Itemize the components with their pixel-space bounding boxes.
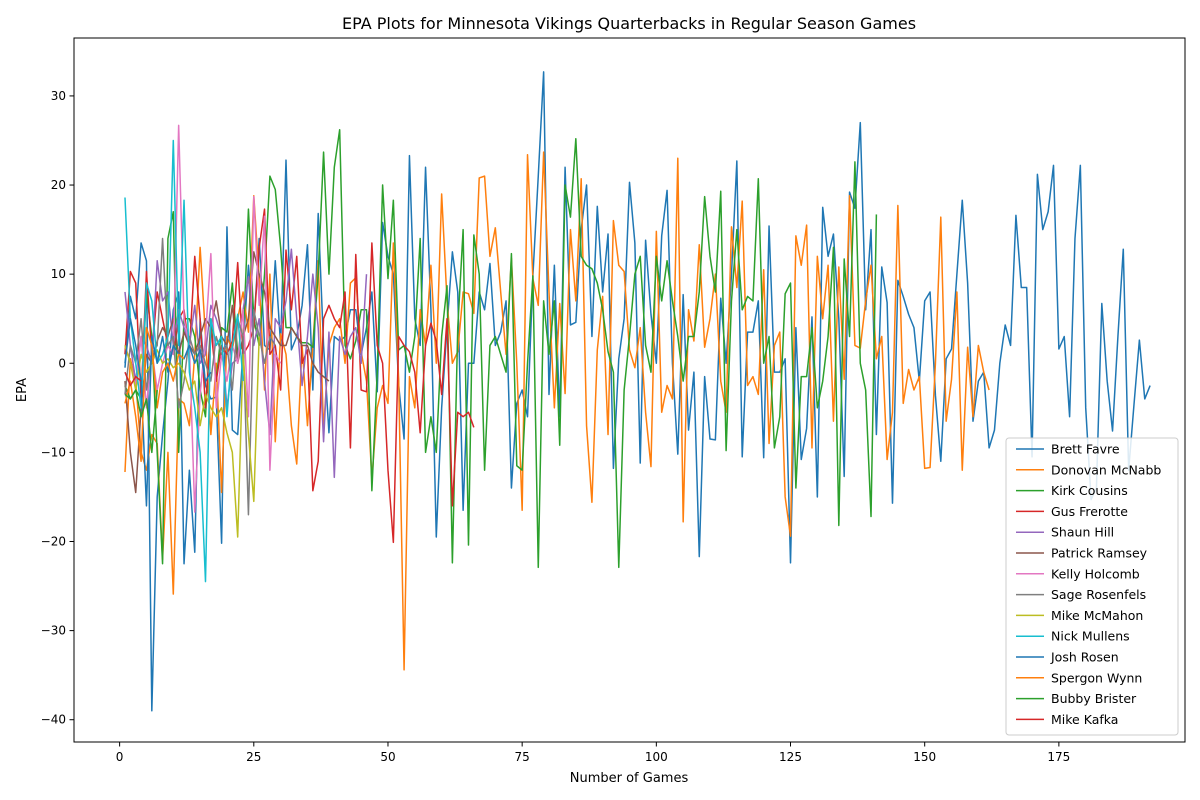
legend-label: Patrick Ramsey — [1051, 546, 1148, 561]
legend-label: Donovan McNabb — [1051, 462, 1161, 477]
y-tick-label: −20 — [41, 534, 66, 548]
legend-label: Gus Frerotte — [1051, 504, 1128, 519]
legend-box — [1005, 437, 1179, 736]
legend-label: Kirk Cousins — [1051, 483, 1128, 498]
legend-label: Shaun Hill — [1051, 525, 1114, 540]
x-tick-label: 0 — [116, 750, 124, 764]
legend-label: Spergon Wynn — [1051, 670, 1142, 685]
y-axis-ticks: −40 −30 −20 −10 0 10 20 30 — [41, 89, 74, 727]
plot-frame — [73, 37, 1186, 743]
y-tick-label: 30 — [51, 89, 66, 103]
x-tick-label: 125 — [779, 750, 802, 764]
x-tick-label: 150 — [913, 750, 936, 764]
legend-label: Bubby Brister — [1051, 691, 1137, 706]
chart-title: EPA Plots for Minnesota Vikings Quarterb… — [342, 14, 916, 33]
legend-label: Josh Rosen — [1050, 650, 1119, 665]
legend-label: Sage Rosenfels — [1051, 587, 1146, 602]
x-axis-label: Number of Games — [570, 771, 689, 786]
legend-label: Nick Mullens — [1051, 629, 1130, 644]
legend-label: Mike Kafka — [1051, 712, 1118, 727]
y-tick-label: 0 — [58, 356, 66, 370]
legend-label: Kelly Holcomb — [1051, 566, 1140, 581]
series-line-10 — [124, 317, 212, 507]
series-line-2 — [124, 129, 878, 569]
plot-lines — [124, 71, 1151, 712]
series-line-12 — [124, 389, 158, 454]
x-tick-label: 175 — [1047, 750, 1070, 764]
series-line-13 — [124, 371, 142, 387]
y-tick-label: −10 — [41, 445, 66, 459]
series-line-11 — [124, 326, 185, 463]
x-tick-label: 75 — [515, 750, 530, 764]
legend-label: Brett Favre — [1051, 442, 1120, 457]
y-axis-label: EPA — [15, 378, 30, 402]
x-axis-ticks: 0 25 50 75 100 125 150 175 — [116, 742, 1070, 764]
y-tick-label: 10 — [51, 267, 66, 281]
x-tick-label: 50 — [380, 750, 395, 764]
y-tick-label: −30 — [41, 624, 66, 638]
legend-label: Mike McMahon — [1051, 608, 1143, 623]
x-tick-label: 25 — [246, 750, 261, 764]
x-tick-label: 100 — [645, 750, 668, 764]
series-line-9 — [124, 139, 244, 583]
y-tick-label: 20 — [51, 178, 66, 192]
legend: Brett Favre Donovan McNabb Kirk Cousins Gus… — [1005, 437, 1179, 736]
y-tick-label: −40 — [41, 713, 66, 727]
